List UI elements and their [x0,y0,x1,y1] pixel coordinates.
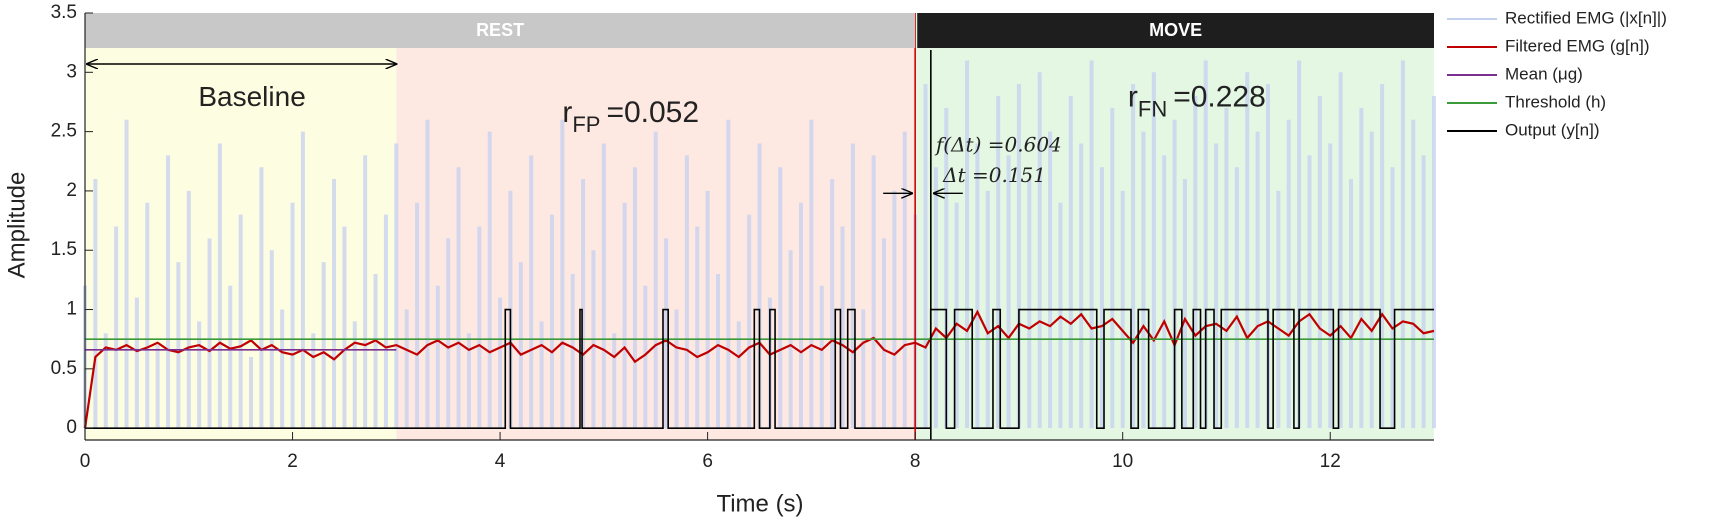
rate-subscript: FN [1138,96,1167,121]
f-delta-label: f(Δt) =0.604 [934,132,1062,156]
legend-label: Threshold (h) [1505,92,1606,111]
rate-symbol: r [562,96,572,129]
x-tick-label: 6 [702,451,713,472]
legend-label: Filtered EMG (g[n]) [1505,36,1650,55]
rate-value: =0.228 [1173,80,1266,113]
y-tick-label: 2 [66,180,77,201]
y-tick-label: 0 [66,417,77,438]
y-tick-label: 1.5 [51,239,77,260]
y-tick-label: 1 [66,299,77,320]
y-tick-label: 2.5 [51,121,77,142]
y-axis-label: Amplitude [3,172,30,279]
x-axis-label: Time (s) [716,490,803,517]
y-tick-label: 0.5 [51,358,77,379]
rate-label: rFP =0.052 [562,96,699,137]
legend-label: Rectified EMG (|x[n]|) [1505,8,1667,27]
delta-label: Δt =0.151 [942,163,1046,187]
x-tick-label: 4 [495,451,506,472]
phase-band-label: MOVE [1149,20,1202,40]
x-tick-label: 8 [910,451,921,472]
rate-subscript: FP [572,112,600,137]
legend-label: Mean (μg) [1505,64,1583,83]
phase-band-label: REST [476,20,524,40]
phase-band [917,13,1434,48]
phase-band [85,13,916,48]
x-tick-label: 10 [1112,451,1133,472]
x-tick-label: 2 [287,451,298,472]
legend-label: Output (y[n]) [1505,120,1599,139]
series-line [85,308,1434,429]
baseline-label: Baseline [198,81,305,112]
x-tick-label: 12 [1320,451,1341,472]
rate-value: =0.052 [606,96,699,129]
rate-symbol: r [1128,80,1138,113]
y-tick-label: 3.5 [51,2,77,23]
rate-label: rFN =0.228 [1128,80,1266,121]
y-tick-label: 3 [66,61,77,82]
x-tick-label: 0 [80,451,91,472]
